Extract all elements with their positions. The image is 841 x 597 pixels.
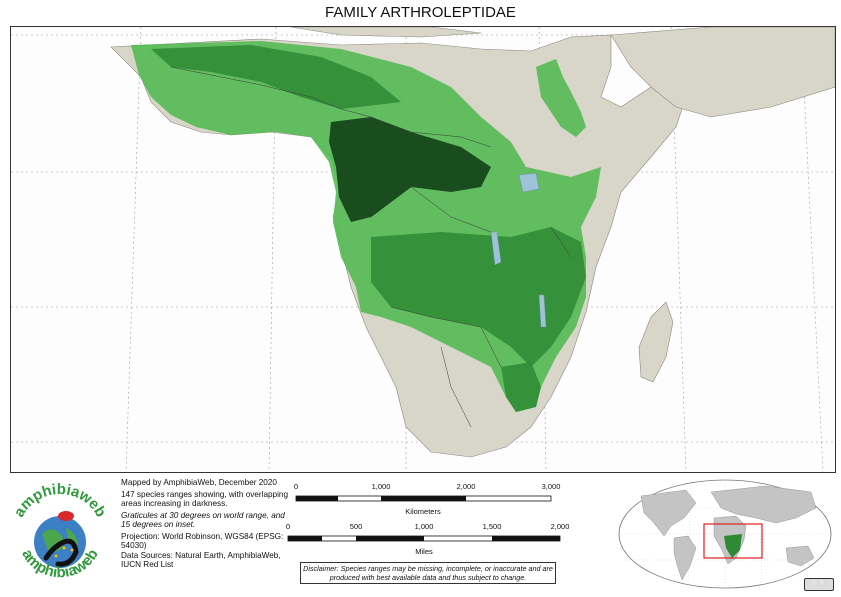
mi-unit-label: Miles: [415, 547, 433, 556]
madagascar-land: [638, 301, 674, 383]
inset-australia: [785, 545, 815, 567]
mi-tick-label: 2,000: [550, 522, 570, 531]
mi-tick-label: 0: [285, 522, 291, 531]
cc-by-icon: ⚪⚪: [804, 578, 834, 591]
country-borders: [170, 66, 572, 428]
inset-world-map[interactable]: [616, 478, 834, 590]
inset-eurasia: [710, 485, 817, 524]
amphibiaweb-logo: amphibiaweb amphibiaweb: [6, 476, 114, 592]
map-info: Mapped by AmphibiaWeb, December 2020 147…: [121, 478, 291, 570]
disclaimer: Disclaimer: Species ranges may be missin…: [300, 562, 556, 584]
range-layer-dark: [329, 117, 491, 222]
info-species-count: 147 species ranges showing, with overlap…: [121, 489, 289, 509]
km-tick-label: 0: [293, 482, 299, 491]
inset-extent-box: [703, 523, 763, 559]
inset-range-highlight: [724, 534, 742, 558]
mi-tick-label: 500: [349, 522, 363, 531]
main-map[interactable]: [10, 26, 836, 473]
inset-south-america: [673, 535, 697, 581]
mi-tick-label: 1,000: [414, 522, 434, 531]
lake-tanganyika: [490, 231, 502, 266]
lake-victoria: [518, 172, 540, 193]
inset-continents: [640, 485, 817, 581]
arabian-peninsula-land: [610, 27, 835, 118]
salamander-globe-icon: [43, 538, 79, 567]
map-title: FAMILY ARTHROLEPTIDAE: [325, 4, 516, 21]
lake-malawi: [538, 294, 547, 328]
info-projection: Projection: World Robinson, WGS84 (EPSG:…: [121, 531, 284, 551]
main-map-canvas: [11, 27, 835, 472]
info-mapped-by: Mapped by AmphibiaWeb, December 2020: [121, 478, 277, 487]
mi-scale-bar: [287, 535, 561, 542]
km-tick-label: 3,000: [541, 482, 561, 491]
mi-tick-label: 1,500: [482, 522, 502, 531]
km-tick-label: 1,000: [371, 482, 391, 491]
europe-land: [290, 27, 482, 38]
info-graticules: Graticules at 30 degrees on world range,…: [121, 510, 285, 530]
inset-map-canvas: [618, 479, 832, 589]
scale-bars: 0 1,000 2,000 3,000 Kilometers: [280, 480, 580, 540]
logo-frog-icon: [58, 511, 74, 521]
lakes: [490, 172, 547, 328]
miles-scale: 0 500 1,000 1,500 2,000 Miles: [280, 520, 580, 580]
km-unit-label: Kilometers: [405, 507, 441, 516]
inset-north-america: [640, 489, 697, 537]
km-tick-label: 2,000: [456, 482, 476, 491]
km-scale-bar: [295, 495, 552, 502]
range-layer-medium: [151, 45, 586, 412]
info-data-sources: Data Sources: Natural Earth, AmphibiaWeb…: [121, 550, 281, 570]
